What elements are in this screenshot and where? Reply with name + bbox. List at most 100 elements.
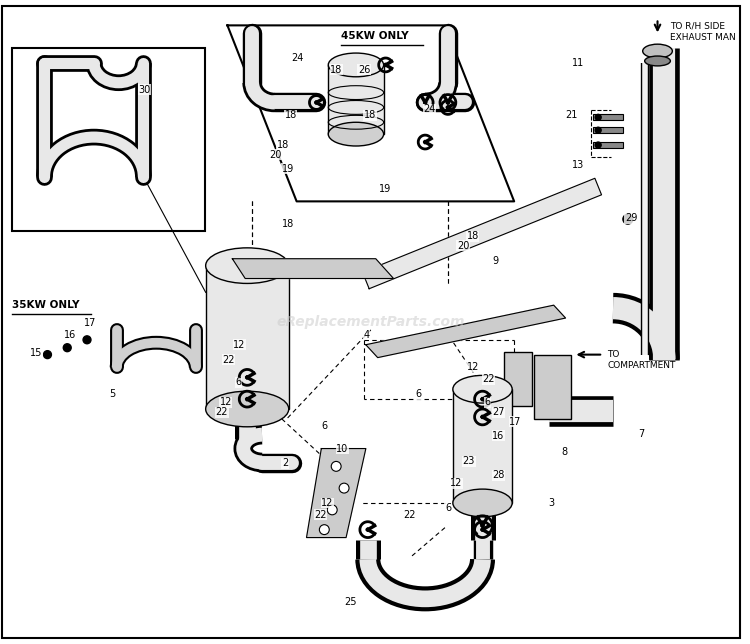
Bar [453, 389, 512, 503]
Text: 24: 24 [423, 104, 436, 115]
Text: 45KW ONLY: 45KW ONLY [341, 32, 409, 41]
Ellipse shape [328, 122, 384, 146]
Bar [593, 128, 623, 133]
Text: 21: 21 [566, 110, 578, 120]
Text: 12: 12 [220, 397, 232, 407]
Text: 6: 6 [416, 389, 422, 399]
Text: 24: 24 [292, 53, 304, 63]
Circle shape [623, 214, 633, 224]
Circle shape [366, 528, 369, 531]
Circle shape [327, 505, 338, 515]
Text: 19: 19 [282, 164, 294, 174]
Text: 16: 16 [64, 330, 76, 340]
Bar [12, 48, 205, 231]
Text: 17: 17 [509, 417, 521, 427]
Text: 35KW ONLY: 35KW ONLY [12, 300, 80, 310]
Circle shape [446, 101, 449, 104]
Text: 22: 22 [223, 355, 235, 365]
Circle shape [424, 101, 427, 104]
Text: 17: 17 [84, 318, 97, 328]
Text: 9: 9 [493, 256, 499, 266]
Text: 12: 12 [450, 478, 462, 488]
Bar [206, 265, 289, 409]
Circle shape [596, 115, 602, 120]
Circle shape [424, 140, 427, 144]
Ellipse shape [206, 391, 289, 427]
Text: 18: 18 [466, 231, 479, 241]
Text: 6: 6 [445, 503, 451, 513]
Circle shape [481, 415, 484, 419]
Polygon shape [362, 178, 602, 289]
Ellipse shape [453, 489, 512, 516]
Text: 4: 4 [364, 330, 370, 340]
Circle shape [446, 106, 449, 109]
Text: eReplacementParts.com: eReplacementParts.com [277, 315, 465, 329]
Text: 2: 2 [282, 459, 288, 468]
Circle shape [83, 336, 91, 344]
Text: 22: 22 [404, 510, 416, 520]
Circle shape [44, 351, 52, 359]
Text: 7: 7 [638, 429, 644, 439]
Text: TO
COMPARTMENT: TO COMPARTMENT [607, 350, 676, 370]
Circle shape [339, 483, 349, 493]
Circle shape [481, 524, 484, 527]
Text: TO R/H SIDE
EXHAUST MAN: TO R/H SIDE EXHAUST MAN [670, 21, 736, 43]
Circle shape [481, 397, 484, 401]
Text: 20: 20 [457, 241, 470, 251]
Text: 30: 30 [139, 85, 151, 95]
Text: 18: 18 [330, 65, 343, 75]
Text: 8: 8 [562, 446, 568, 457]
Text: 10: 10 [336, 444, 349, 453]
Text: 18: 18 [277, 140, 289, 150]
Text: 6: 6 [321, 421, 328, 431]
Bar [593, 115, 623, 120]
Circle shape [332, 461, 341, 471]
Bar [328, 65, 384, 134]
Ellipse shape [453, 375, 512, 403]
Text: 20: 20 [269, 150, 281, 160]
Text: 28: 28 [493, 470, 505, 480]
Circle shape [481, 528, 484, 531]
Text: 26: 26 [358, 65, 370, 75]
Text: 11: 11 [572, 58, 584, 68]
Circle shape [246, 397, 249, 401]
Circle shape [596, 128, 602, 133]
Ellipse shape [206, 248, 289, 283]
Text: 22: 22 [482, 374, 495, 384]
Polygon shape [232, 259, 394, 278]
Bar [504, 352, 532, 406]
Text: 16: 16 [493, 431, 505, 440]
Text: 12: 12 [466, 361, 479, 372]
Text: 22: 22 [314, 510, 327, 520]
Text: 25: 25 [344, 597, 356, 607]
Text: 23: 23 [463, 457, 475, 466]
Polygon shape [307, 449, 366, 538]
Ellipse shape [643, 44, 672, 58]
Text: 5: 5 [109, 389, 115, 399]
Text: 12: 12 [233, 340, 246, 350]
Polygon shape [366, 305, 566, 357]
Text: 6: 6 [484, 397, 490, 407]
Circle shape [320, 525, 329, 535]
Circle shape [384, 64, 387, 66]
Circle shape [596, 142, 602, 148]
Text: 27: 27 [493, 407, 505, 417]
Text: 15: 15 [30, 348, 42, 357]
Bar [534, 355, 572, 419]
Text: 18: 18 [282, 219, 294, 229]
Bar [593, 142, 623, 148]
Circle shape [63, 344, 71, 352]
Text: 6: 6 [236, 377, 242, 388]
Ellipse shape [645, 56, 670, 66]
Text: 12: 12 [321, 498, 334, 508]
Text: 18: 18 [364, 110, 376, 120]
Circle shape [246, 376, 249, 379]
Text: 19: 19 [379, 184, 391, 194]
Text: 18: 18 [285, 110, 297, 120]
Text: 29: 29 [625, 213, 638, 223]
Circle shape [315, 101, 318, 104]
Text: 22: 22 [215, 407, 228, 417]
Text: 13: 13 [572, 160, 584, 170]
Polygon shape [227, 25, 514, 202]
Text: 3: 3 [549, 498, 555, 508]
